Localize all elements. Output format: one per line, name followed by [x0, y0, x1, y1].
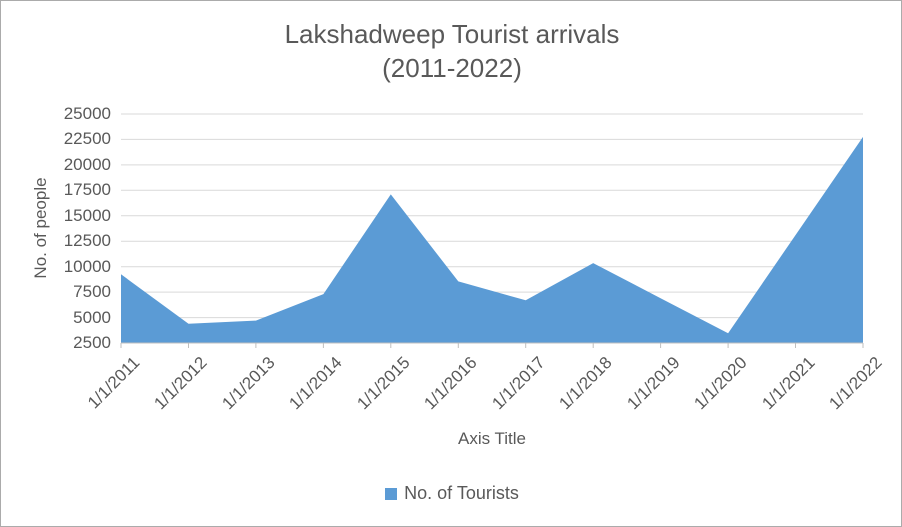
y-tick-label: 22500	[63, 129, 111, 148]
chart-title-line2: (2011-2022)	[382, 53, 522, 83]
y-tick-label: 15000	[63, 206, 111, 225]
y-tick-label: 12500	[63, 231, 111, 250]
legend-label: No. of Tourists	[404, 483, 519, 503]
area-series	[121, 136, 863, 343]
chart-title-line1: Lakshadweep Tourist arrivals	[284, 19, 620, 49]
y-tick-label: 10000	[63, 257, 111, 276]
y-tick-label: 7500	[73, 282, 111, 301]
y-tick-label: 25000	[63, 104, 111, 123]
y-tick-label: 2500	[73, 333, 111, 352]
chart-title: Lakshadweep Tourist arrivals (2011-2022)	[1, 17, 901, 85]
y-tick-label: 17500	[63, 180, 111, 199]
legend-swatch-icon	[385, 487, 398, 500]
y-tick-label: 5000	[73, 308, 111, 327]
y-tick-label: 20000	[63, 155, 111, 174]
legend: No. of Tourists	[1, 483, 901, 504]
x-axis-title: Axis Title	[457, 429, 527, 448]
